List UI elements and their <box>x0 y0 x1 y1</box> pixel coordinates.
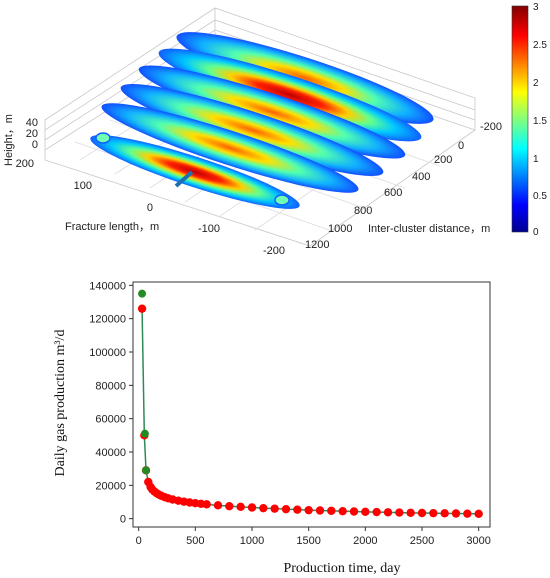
series-line <box>141 308 479 515</box>
y-axis-label: Fracture length，m <box>65 221 159 233</box>
simulated-point <box>259 503 268 513</box>
x-tick-label: 2000 <box>353 535 377 547</box>
y-tick-label: 120000 <box>89 314 126 326</box>
x-tick: -200 <box>480 121 502 133</box>
x-tick: 1200 <box>305 239 329 251</box>
z-tick: 0 <box>32 139 38 151</box>
x-tick: 1000 <box>328 223 352 235</box>
simulated-point <box>304 505 313 515</box>
simulated-point <box>293 505 302 514</box>
colorbar: 0 0.5 1 1.5 2 2.5 3 <box>511 2 547 238</box>
simulated-point <box>361 507 370 517</box>
z-tick: 40 <box>26 117 38 129</box>
x-tick-label: 0 <box>136 535 142 547</box>
y-tick-label: 60000 <box>95 414 126 426</box>
fracture-3 <box>120 84 384 176</box>
y-tick-label: 80000 <box>95 380 126 392</box>
simulated-point <box>474 509 483 519</box>
simulated-point <box>213 501 223 510</box>
simulated-point <box>270 504 279 513</box>
fracture-3d-plot: 40 20 0 Height，m 200 100 0 -100 -200 Fra… <box>3 2 547 257</box>
colorbar-tick: 0.5 <box>533 191 547 202</box>
x-axis-label: Production time, day <box>283 561 400 576</box>
colorbar-tick: 3 <box>533 2 539 13</box>
y-tick: -200 <box>263 245 285 257</box>
plot-frame <box>132 281 491 528</box>
simulated-point <box>406 508 415 518</box>
fracture-6 <box>176 32 434 124</box>
y-tick: 200 <box>16 158 34 170</box>
production-line-chart: 020000400006000080000100000120000140000 … <box>53 280 491 576</box>
simulated-point <box>383 508 393 517</box>
simulated-point <box>463 509 472 518</box>
x-tick-label: 3000 <box>466 535 490 547</box>
simulated-point <box>395 508 404 517</box>
simulated-point <box>281 504 291 514</box>
y-axis-label: Daily gas production m³/d <box>53 330 68 477</box>
fracture-1 <box>90 135 300 209</box>
y-tick: 100 <box>74 180 92 192</box>
colorbar-tick: 1.5 <box>533 116 547 127</box>
measured-point <box>142 466 151 475</box>
z-tick: 20 <box>26 128 38 140</box>
y-tick-label: 0 <box>120 514 126 526</box>
x-tick-label: 500 <box>186 535 204 547</box>
simulated-point <box>429 508 438 518</box>
x-tick: 600 <box>384 187 402 199</box>
y-tick-label: 140000 <box>89 280 126 292</box>
measured-point <box>138 289 147 298</box>
simulated-point <box>247 503 257 512</box>
simulated-point <box>440 509 449 518</box>
y-tick-label: 20000 <box>95 480 126 492</box>
fracture-surfaces <box>90 32 434 209</box>
simulated-point <box>451 509 461 518</box>
x-tick: 800 <box>354 205 372 217</box>
wellbore-marker <box>174 170 194 188</box>
y-tick-label: 40000 <box>95 447 126 459</box>
simulated-point <box>327 506 336 516</box>
simulated-point <box>137 304 147 313</box>
simulated-point <box>349 507 359 516</box>
simulated-point <box>417 508 427 518</box>
simulated-point <box>202 500 211 509</box>
x-tick-label: 2500 <box>410 535 434 547</box>
x-tick-label: 1000 <box>240 535 264 547</box>
simulated-point <box>225 501 234 511</box>
colorbar-tick: 1 <box>533 154 539 165</box>
y-tick: -100 <box>198 223 220 235</box>
x-tick: 400 <box>412 171 430 183</box>
fracture-2 <box>101 103 359 193</box>
x-tick-label: 1500 <box>296 535 320 547</box>
x-tick: 0 <box>458 140 464 152</box>
simulated-point <box>372 507 381 517</box>
colorbar-tick: 2 <box>533 78 539 89</box>
simulated-point <box>236 502 245 512</box>
x-tick: 200 <box>434 154 452 166</box>
fracture-4 <box>138 65 406 159</box>
z-axis-label: Height，m <box>3 114 15 166</box>
colorbar-tick: 2.5 <box>533 40 547 51</box>
fracture-5 <box>158 48 422 142</box>
y-tick-label: 100000 <box>89 347 126 359</box>
x-axis-label: Inter-cluster distance，m <box>368 223 490 235</box>
y-tick: 0 <box>147 202 153 214</box>
measured-point <box>140 429 149 438</box>
simulated-point <box>315 506 325 515</box>
simulated-point <box>338 506 347 516</box>
colorbar-tick: 0 <box>533 227 539 238</box>
